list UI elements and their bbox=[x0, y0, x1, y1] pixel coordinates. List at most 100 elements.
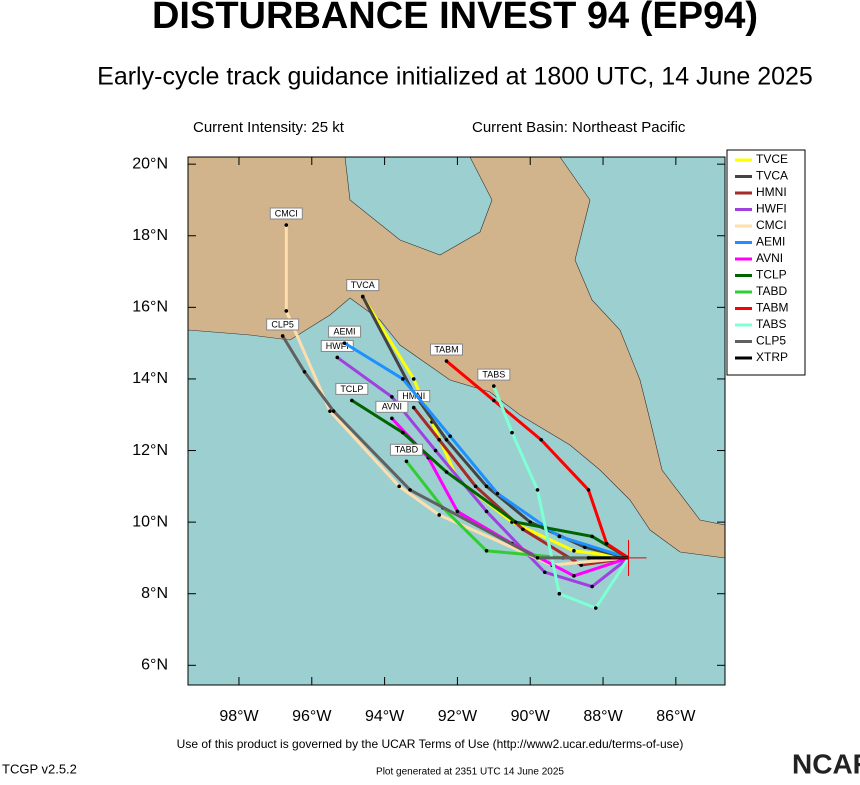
generated: Plot generated at 2351 UTC 14 June 2025 bbox=[376, 767, 564, 778]
basemap bbox=[187, 156, 726, 686]
track-point bbox=[590, 584, 594, 589]
legend-label: XTRP bbox=[756, 350, 788, 364]
track bbox=[492, 385, 630, 610]
track-point bbox=[284, 223, 289, 227]
end-label-box bbox=[375, 400, 409, 413]
title: DISTURBANCE INVEST 94 (EP94) bbox=[152, 0, 758, 37]
track-point bbox=[411, 377, 416, 381]
track-point bbox=[360, 294, 365, 299]
track-point bbox=[437, 437, 442, 442]
track-point bbox=[331, 409, 336, 413]
end-label: TABS bbox=[482, 369, 505, 379]
track-point bbox=[484, 484, 489, 489]
track-point bbox=[583, 545, 587, 549]
end-label-box bbox=[429, 343, 463, 356]
gulf bbox=[344, 156, 493, 256]
x-tick-label: 98°W bbox=[219, 708, 259, 725]
end-label: HWFI bbox=[326, 341, 349, 351]
track-point bbox=[280, 334, 285, 338]
track-point bbox=[335, 355, 340, 360]
end-label: TABM bbox=[434, 344, 458, 354]
end-label-box bbox=[269, 207, 303, 220]
track-point bbox=[408, 488, 412, 492]
track-point bbox=[284, 309, 289, 313]
end-label-box bbox=[389, 443, 423, 456]
track-point bbox=[401, 377, 405, 381]
track-point bbox=[455, 509, 460, 514]
legend-label: HWFI bbox=[756, 202, 787, 216]
track bbox=[343, 341, 629, 560]
track-point bbox=[484, 509, 489, 514]
track-point bbox=[390, 416, 394, 421]
logo: NCAR bbox=[792, 748, 860, 779]
track-point bbox=[590, 534, 594, 539]
end-label: TABD bbox=[395, 445, 419, 455]
end-label: AVNI bbox=[382, 402, 402, 412]
track-point bbox=[328, 409, 332, 413]
intensity: Current Intensity: 25 kt bbox=[193, 119, 345, 136]
legend-label: TABD bbox=[756, 284, 787, 298]
legend-label: HMNI bbox=[756, 185, 787, 199]
end-label: TVCA bbox=[351, 280, 375, 290]
track-point bbox=[444, 470, 449, 474]
end-label: TCLP bbox=[340, 384, 363, 394]
track bbox=[281, 335, 629, 560]
x-tick-label: 92°W bbox=[438, 708, 478, 725]
x-tick-label: 88°W bbox=[583, 708, 623, 725]
track-point bbox=[557, 591, 562, 596]
legend-label: TABS bbox=[756, 317, 786, 331]
y-tick-label: 12°N bbox=[132, 442, 168, 459]
track-point bbox=[539, 437, 543, 442]
legend-label: CMCI bbox=[756, 218, 787, 232]
end-label-box bbox=[335, 382, 369, 395]
track-point bbox=[572, 574, 576, 578]
track-point bbox=[444, 359, 449, 363]
y-tick-label: 8°N bbox=[141, 585, 168, 602]
track-point bbox=[510, 430, 514, 435]
x-tick-label: 86°W bbox=[656, 708, 696, 725]
legend-label: CLP5 bbox=[756, 334, 786, 348]
track-point bbox=[492, 398, 496, 403]
y-tick-label: 6°N bbox=[141, 657, 168, 674]
legend-label: TCLP bbox=[756, 268, 787, 282]
y-tick-label: 20°N bbox=[132, 155, 168, 172]
end-label-box bbox=[320, 339, 354, 352]
track-point bbox=[521, 527, 525, 532]
track-point bbox=[302, 369, 307, 374]
track-point bbox=[528, 520, 533, 524]
end-label-box bbox=[266, 318, 300, 331]
y-tick-label: 16°N bbox=[132, 299, 168, 316]
legend-label: TVCA bbox=[756, 169, 788, 183]
track-point bbox=[390, 395, 394, 399]
track-point bbox=[411, 405, 416, 410]
track-point bbox=[492, 384, 496, 388]
legend-label: TVCE bbox=[756, 152, 788, 166]
track-point bbox=[433, 448, 438, 453]
track-point bbox=[557, 534, 562, 539]
track-point bbox=[495, 491, 500, 496]
end-label: CLP5 bbox=[271, 319, 294, 329]
track-point bbox=[350, 398, 354, 403]
legend-label: AVNI bbox=[756, 251, 783, 265]
track-point bbox=[535, 488, 540, 492]
track-point bbox=[572, 548, 576, 553]
end-label: AEMI bbox=[334, 327, 356, 337]
basin: Current Basin: Northeast Pacific bbox=[472, 119, 686, 136]
subtitle: Early-cycle track guidance initialized a… bbox=[97, 63, 813, 91]
track-point bbox=[586, 488, 591, 492]
track bbox=[351, 399, 630, 560]
track-point bbox=[535, 556, 540, 560]
terms: Use of this product is governed by the U… bbox=[177, 737, 684, 751]
track-point bbox=[401, 430, 405, 435]
track-point bbox=[473, 484, 478, 489]
end-label-box bbox=[328, 325, 362, 338]
x-tick-label: 96°W bbox=[292, 708, 332, 725]
x-tick-label: 90°W bbox=[511, 708, 551, 725]
track-point bbox=[484, 548, 489, 553]
end-label: CMCI bbox=[275, 208, 298, 218]
end-label: HMNI bbox=[402, 391, 425, 401]
track-point bbox=[448, 434, 452, 439]
end-label-box bbox=[346, 279, 380, 292]
y-tick-label: 18°N bbox=[132, 227, 168, 244]
